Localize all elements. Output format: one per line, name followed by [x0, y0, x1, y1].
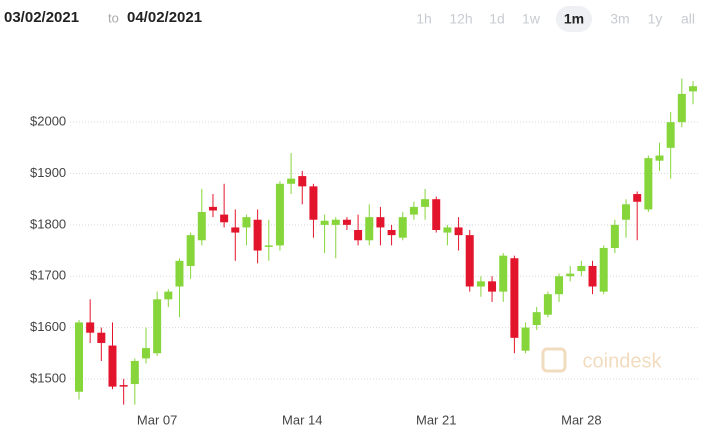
candle-body [130, 360, 139, 385]
candle-body [488, 281, 497, 292]
candle-body [421, 199, 430, 207]
candle-body [253, 219, 262, 251]
candle-body [275, 183, 284, 246]
range-button[interactable]: 1h [416, 11, 432, 27]
range-button[interactable]: 1m [564, 11, 584, 27]
candle-body [543, 294, 552, 315]
candle-body [208, 206, 217, 211]
candle-body [577, 265, 586, 272]
candle-body [387, 230, 396, 236]
candle-body [510, 258, 519, 338]
candle-body [354, 230, 363, 241]
candle-body [264, 245, 273, 247]
candle-body [287, 178, 296, 184]
candle-body [220, 214, 229, 223]
candle-body [555, 276, 564, 295]
candle-body [153, 299, 162, 354]
candle-body [677, 93, 686, 123]
watermark: coindesk [583, 350, 663, 372]
candle-body [432, 199, 441, 230]
candle-body [532, 312, 541, 325]
candle-body [588, 265, 597, 287]
watermark-logo [541, 347, 567, 373]
candle-body [97, 332, 106, 343]
candle-body [633, 194, 642, 202]
candle-body [666, 122, 675, 148]
candle-body [119, 385, 128, 387]
candle-body [465, 235, 474, 287]
range-button[interactable]: 3m [610, 11, 629, 27]
range-button[interactable]: 1d [489, 11, 505, 27]
candle-body [108, 345, 117, 387]
candle-body [409, 206, 418, 215]
range-button[interactable]: 1w [522, 11, 541, 27]
candle-body [521, 327, 530, 351]
candle-body [499, 255, 508, 292]
y-tick-label: $1500 [30, 370, 66, 385]
candle-body [331, 219, 340, 225]
x-tick-label: Mar 21 [416, 412, 456, 427]
x-tick-label: Mar 14 [282, 412, 322, 427]
candle-body [175, 260, 184, 287]
candle-body [443, 227, 452, 233]
candle-body [599, 247, 608, 292]
x-tick-label: Mar 28 [561, 412, 601, 427]
date-from: 03/02/2021 [4, 9, 79, 26]
y-tick-label: $1600 [30, 319, 66, 334]
candle-body [141, 348, 150, 359]
range-button[interactable]: 1y [648, 11, 663, 27]
candle-body [644, 158, 653, 210]
y-tick-label: $1800 [30, 216, 66, 231]
candle-body [376, 217, 385, 228]
candle-body [164, 291, 173, 300]
candle-body [655, 155, 664, 161]
candle-body [365, 217, 374, 241]
candle-body [186, 235, 195, 266]
candle-body [610, 224, 619, 248]
y-tick-label: $1700 [30, 268, 66, 283]
y-tick-label: $2000 [30, 114, 66, 129]
candle-body [566, 273, 575, 277]
candle-body [320, 220, 329, 225]
candle-body [242, 217, 251, 228]
candle-body [86, 322, 95, 333]
candle-body [298, 176, 307, 187]
candle-body [231, 227, 240, 233]
date-separator: to [108, 10, 119, 25]
range-button-bg[interactable] [556, 6, 592, 32]
candle-body [622, 204, 631, 220]
candle-body [476, 281, 485, 287]
range-button[interactable]: all [681, 11, 695, 27]
candle-body [197, 212, 206, 241]
range-button[interactable]: 12h [449, 11, 472, 27]
y-tick-label: $1900 [30, 165, 66, 180]
candle-body [309, 186, 318, 220]
candle-body [689, 86, 697, 92]
date-to: 04/02/2021 [127, 9, 202, 26]
candle-body [75, 322, 83, 392]
x-tick-label: Mar 07 [137, 412, 177, 427]
candle-body [454, 227, 463, 236]
candle-body [342, 219, 351, 225]
candle-body [398, 217, 407, 238]
